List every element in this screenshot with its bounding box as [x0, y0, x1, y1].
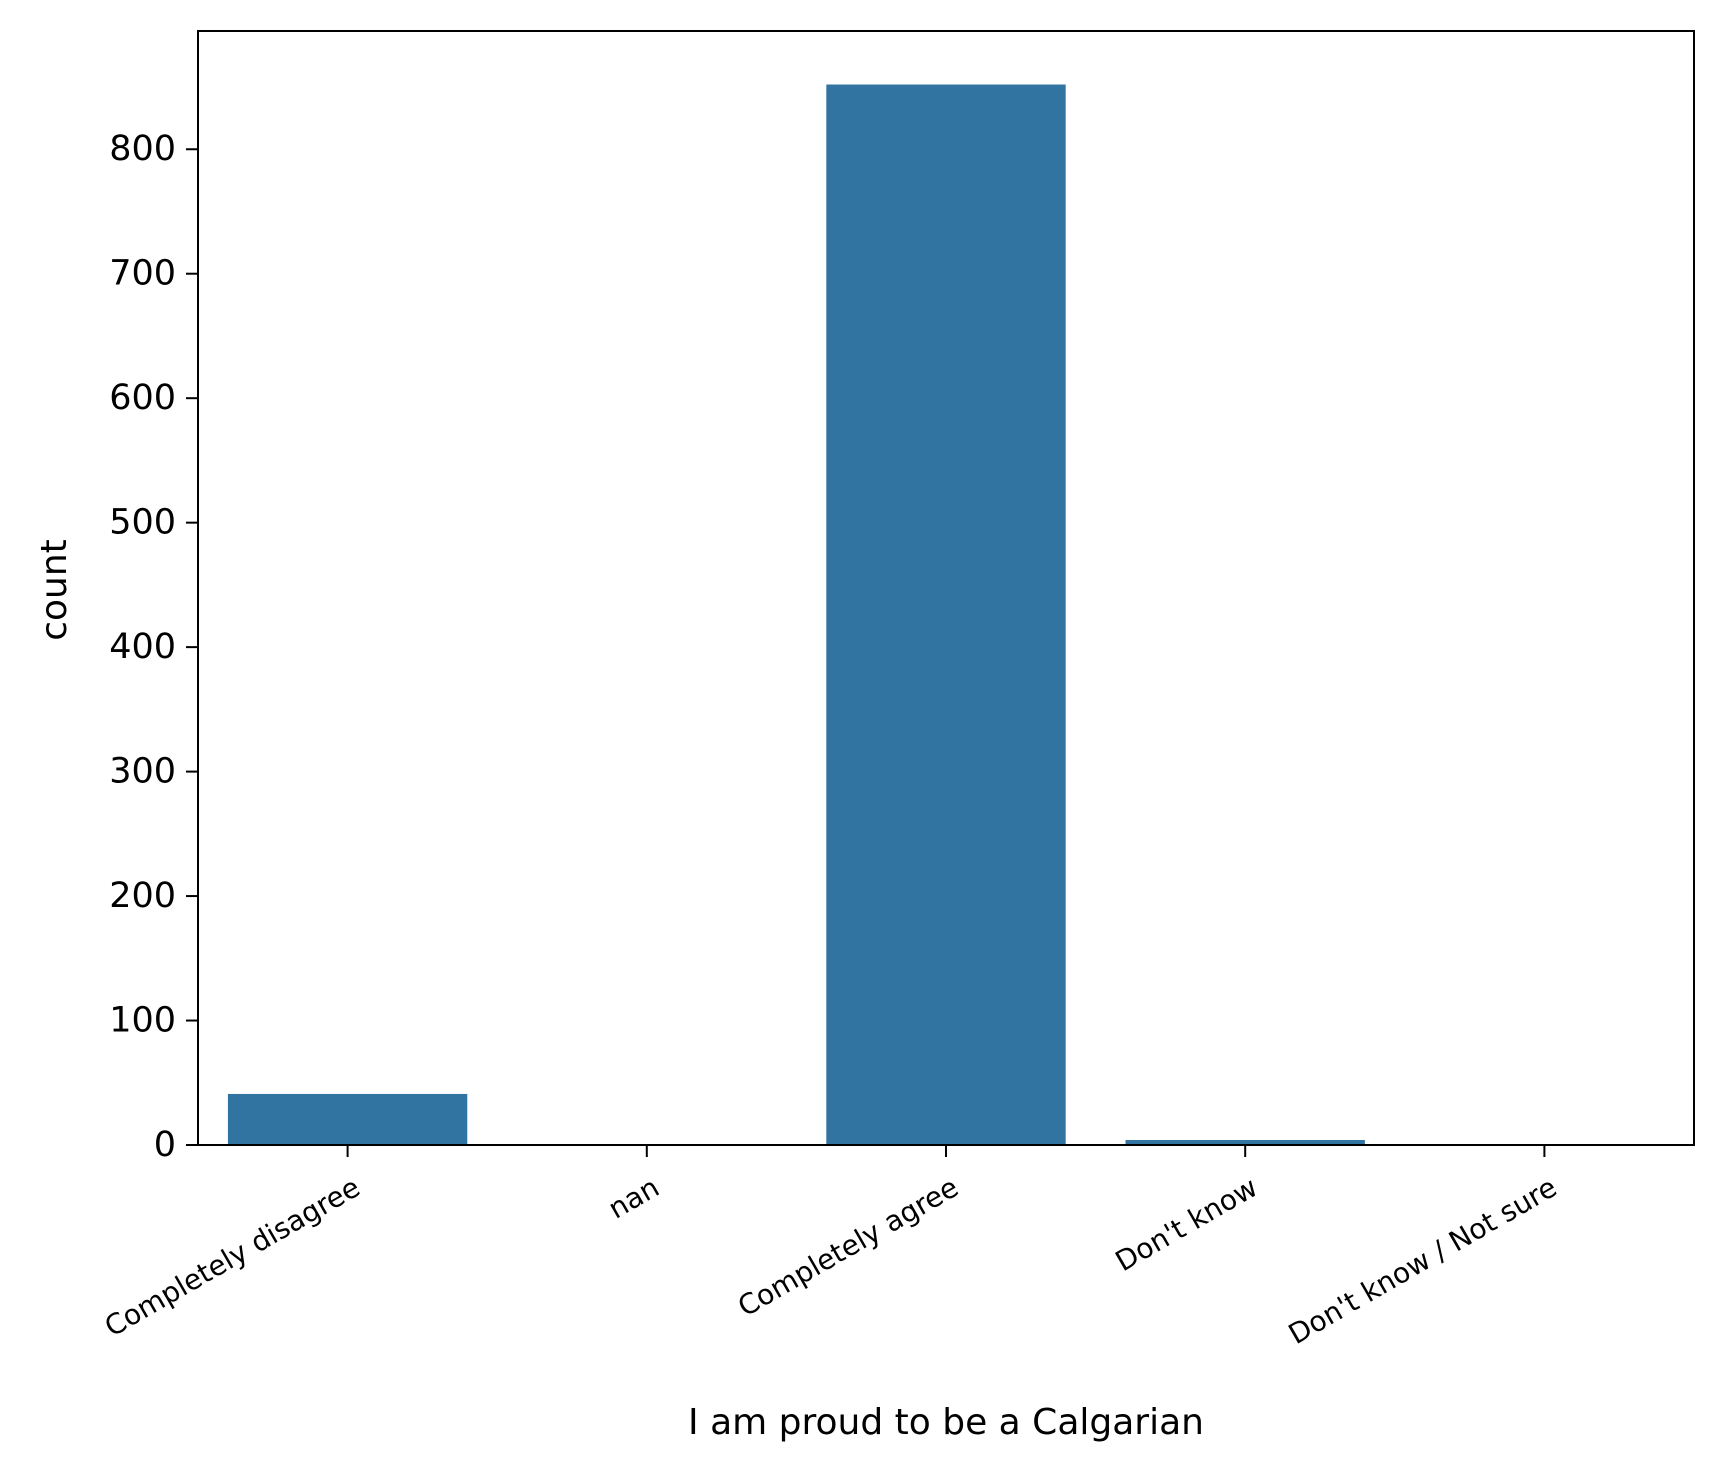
bars-layer [227, 84, 1365, 1146]
y-tick-label: 800 [109, 129, 176, 169]
y-tick-label: 0 [154, 1125, 176, 1165]
y-tick-label: 400 [109, 627, 176, 667]
y-axis-label: count [34, 539, 75, 641]
y-tick-label: 500 [109, 503, 176, 543]
x-axis-label: I am proud to be a Calgarian [688, 1402, 1204, 1443]
bar-3 [1125, 1140, 1365, 1145]
y-tick-label: 200 [109, 876, 176, 916]
bar-0 [227, 1093, 468, 1145]
y-tick-label: 600 [109, 378, 176, 418]
y-tick-label: 700 [109, 254, 176, 294]
bar-2 [826, 84, 1066, 1146]
plot-frame [197, 30, 1695, 1146]
y-tick-label: 100 [109, 1001, 176, 1041]
y-axis: 0 100 200 300 400 500 600 700 800 [109, 129, 198, 1165]
y-tick-label: 300 [109, 752, 176, 792]
